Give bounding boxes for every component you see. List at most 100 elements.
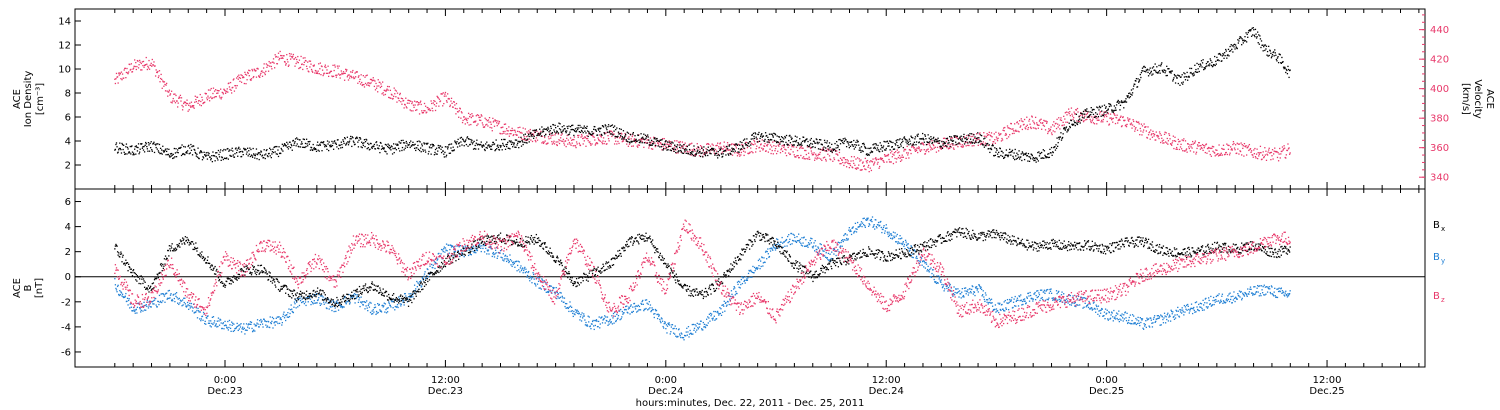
by-point [143,309,146,311]
velocity-point [400,101,402,103]
density-point [968,135,970,137]
by-point [353,293,356,295]
velocity-point [365,74,367,77]
velocity-point [472,115,474,117]
density-point [640,137,643,139]
density-point [709,152,711,155]
density-point [648,144,650,146]
by-point [318,293,320,296]
density-point [304,142,307,145]
density-point [393,143,395,145]
density-point [1202,59,1204,61]
density-point [172,157,174,160]
velocity-point [363,86,366,88]
density-point [796,144,799,147]
density-point [1148,69,1150,71]
velocity-point [910,152,912,155]
velocity-point [1282,148,1285,150]
velocity-point [1085,113,1087,116]
density-point [812,146,814,148]
density-point [175,148,177,150]
velocity-point [1084,110,1086,112]
density-point [285,145,287,147]
density-point [1226,57,1228,59]
by-point [432,264,434,266]
density-point [405,145,407,147]
velocity-point [414,104,416,106]
by-point [332,300,335,303]
density-point [1181,74,1183,76]
velocity-point [661,137,664,140]
velocity-point [579,144,582,147]
density-point [907,141,909,144]
velocity-point [930,149,932,151]
velocity-point [218,90,220,92]
velocity-point [731,154,734,156]
density-point [1227,54,1229,56]
velocity-point [1216,149,1218,151]
velocity-point [541,142,543,144]
density-point [593,128,595,131]
b-tick-label: -2 [61,297,71,308]
velocity-point [1027,128,1029,131]
density-point [725,154,727,156]
velocity-point [591,143,593,145]
by-point [442,249,444,251]
velocity-tick-label: 340 [1430,173,1449,184]
density-point [1156,66,1158,68]
density-point [232,150,234,152]
velocity-point [989,139,991,141]
density-point [234,153,236,155]
velocity-point [1018,120,1021,122]
density-point [474,147,476,150]
density-point [591,131,593,133]
velocity-point [1191,147,1193,149]
density-point [1197,68,1199,70]
density-point [767,138,770,141]
by-point [445,249,447,251]
by-point [281,324,283,326]
velocity-point [1258,153,1260,155]
density-point [792,140,794,143]
by-point [237,329,239,332]
velocity-point [364,76,366,78]
velocity-point [723,145,725,147]
density-point [1120,100,1123,102]
velocity-point [359,78,361,81]
velocity-point [141,61,144,63]
density-point [378,147,380,150]
density-point [247,155,249,157]
velocity-point [1164,141,1167,143]
velocity-point [686,150,689,153]
density-point [174,156,176,158]
density-point [470,138,472,141]
velocity-point [985,135,987,137]
velocity-point [401,98,404,100]
velocity-point [302,68,304,71]
density-point [240,155,243,158]
velocity-point [314,72,316,74]
density-point [356,136,358,138]
velocity-point [362,83,364,86]
density-point [420,147,422,149]
velocity-point [699,149,701,151]
velocity-point [1026,116,1028,118]
density-point [648,139,650,141]
density-point [528,133,530,136]
velocity-point [300,55,302,58]
density-point [804,140,806,142]
b-tick-label: 0 [65,272,71,283]
velocity-point [765,150,767,152]
velocity-point [978,133,981,135]
density-point [1145,71,1147,73]
velocity-point [1239,150,1242,153]
velocity-point [552,134,554,136]
density-point [574,130,576,132]
density-point [296,137,298,139]
velocity-point [1066,114,1068,116]
velocity-point [606,143,608,145]
density-point [973,134,975,136]
velocity-point [359,83,362,85]
velocity-point [681,141,684,143]
